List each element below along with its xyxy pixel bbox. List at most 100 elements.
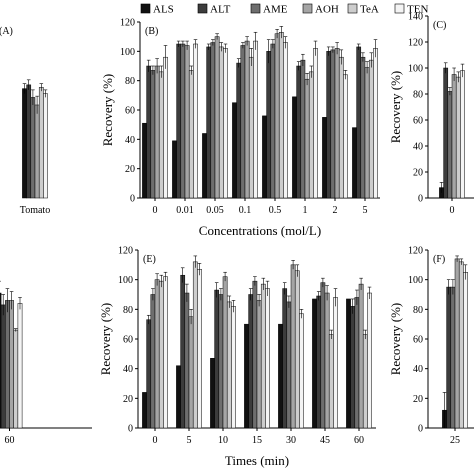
bar-alt [206, 46, 212, 199]
x-tick-label: 0.1 [239, 205, 252, 216]
bar-alt [350, 306, 356, 429]
bar-tea [338, 56, 344, 199]
x-tick-label: 25 [450, 435, 460, 446]
y-tick-label: 80 [123, 305, 133, 316]
bar-tea [260, 283, 266, 429]
bar-aoh [334, 48, 340, 199]
legend-label-ten: TEN [407, 4, 428, 16]
bar-aoh [324, 292, 330, 429]
x-tick-label: 10 [218, 435, 228, 446]
bar-aoh [358, 283, 364, 429]
bar-tea [328, 334, 334, 429]
bar-ten [343, 74, 348, 199]
legend: ALS ALT AME AOH TeA TEN [140, 3, 428, 16]
bar-alt [296, 65, 302, 199]
bar-tea [226, 301, 232, 429]
y-tick-label: 100 [408, 64, 423, 75]
x-tick-label: 0.01 [176, 205, 194, 216]
panel-label: (A) [0, 26, 13, 37]
bar-aoh [34, 104, 40, 199]
panel-1: 0 20 40 60 80 100 120 Recovery (%) (B) 0 0.01 0.05 0… [100, 18, 380, 238]
y-tick-label: 40 [125, 135, 135, 146]
bar-als [202, 133, 207, 199]
x-tick-label: 0 [153, 435, 158, 446]
bar-tea [158, 280, 164, 429]
bar-ame [184, 292, 190, 429]
x-tick-label: 45 [320, 435, 330, 446]
bar-aoh [290, 264, 296, 429]
bar-alt [0, 304, 6, 429]
bar-als [142, 392, 147, 429]
bar-aoh [256, 300, 262, 429]
bar-ten [193, 43, 198, 199]
y-tick-label: 60 [413, 335, 423, 346]
bar-alt [443, 67, 449, 199]
bar-aoh [304, 78, 310, 199]
x-tick-label: 5 [363, 205, 368, 216]
bar-ame [30, 97, 36, 199]
bar-als [352, 127, 357, 199]
bar-ten [223, 48, 228, 199]
bar-aoh [188, 316, 194, 429]
legend-label-aoh: AOH [315, 4, 339, 16]
bar-ame [180, 43, 186, 199]
bar-aoh [9, 300, 14, 429]
bar-tea [294, 270, 300, 429]
x-tick-label: 2 [333, 205, 338, 216]
bar-tea [248, 56, 254, 199]
bar-als [22, 88, 27, 199]
bar-aoh [454, 258, 460, 429]
y-tick-label: 20 [413, 394, 423, 405]
bar-tea [188, 70, 194, 199]
bar-ame [270, 43, 276, 199]
y-tick-label: 80 [413, 90, 423, 101]
bar-ten [373, 48, 378, 199]
bar-ten [367, 292, 372, 429]
bar-ame [300, 59, 306, 199]
bar-als [262, 115, 267, 199]
legend-label-als: ALS [153, 4, 174, 16]
bar-als [244, 323, 249, 429]
bar-ten [463, 272, 468, 429]
y-tick-label: 120 [120, 18, 135, 29]
bar-ame [240, 45, 246, 199]
legend-swatch-als [140, 3, 151, 14]
y-axis-label: Recovery (%) [98, 303, 113, 376]
bar-ame [218, 294, 224, 429]
bar-ame [5, 300, 10, 429]
bar-ame [210, 42, 216, 199]
y-tick-label: 0 [418, 424, 423, 435]
x-tick-label: 60 [354, 435, 364, 446]
y-tick-label: 0 [130, 194, 135, 205]
bar-alt [146, 319, 152, 429]
y-tick-label: 120 [118, 246, 133, 257]
bar-ten [460, 70, 465, 199]
y-tick-label: 60 [413, 116, 423, 127]
bar-ten [265, 288, 270, 429]
bar-alt [26, 84, 32, 199]
bar-alt [326, 51, 332, 199]
y-tick-label: 0 [418, 194, 423, 205]
legend-label-ame: AME [263, 4, 288, 16]
bar-als [176, 365, 181, 429]
bar-als [322, 117, 327, 199]
legend-swatch-aoh [302, 3, 313, 14]
bar-alt [146, 65, 152, 199]
bar-alt [316, 295, 322, 429]
y-tick-label: 120 [408, 246, 423, 257]
panel-label: (F) [433, 254, 445, 265]
y-tick-label: 120 [408, 38, 423, 49]
bar-ame [450, 286, 456, 429]
y-tick-label: 80 [413, 305, 423, 316]
bar-ten [253, 40, 258, 199]
bar-ame [447, 91, 453, 199]
y-tick-label: 100 [408, 275, 423, 286]
bar-tea [38, 87, 44, 199]
bar-als [278, 323, 283, 429]
x-tick-label: 0.05 [206, 205, 224, 216]
bar-aoh [184, 45, 190, 199]
bar-ten [43, 93, 48, 199]
y-tick-label: 60 [125, 106, 135, 117]
y-tick-label: 20 [413, 168, 423, 179]
